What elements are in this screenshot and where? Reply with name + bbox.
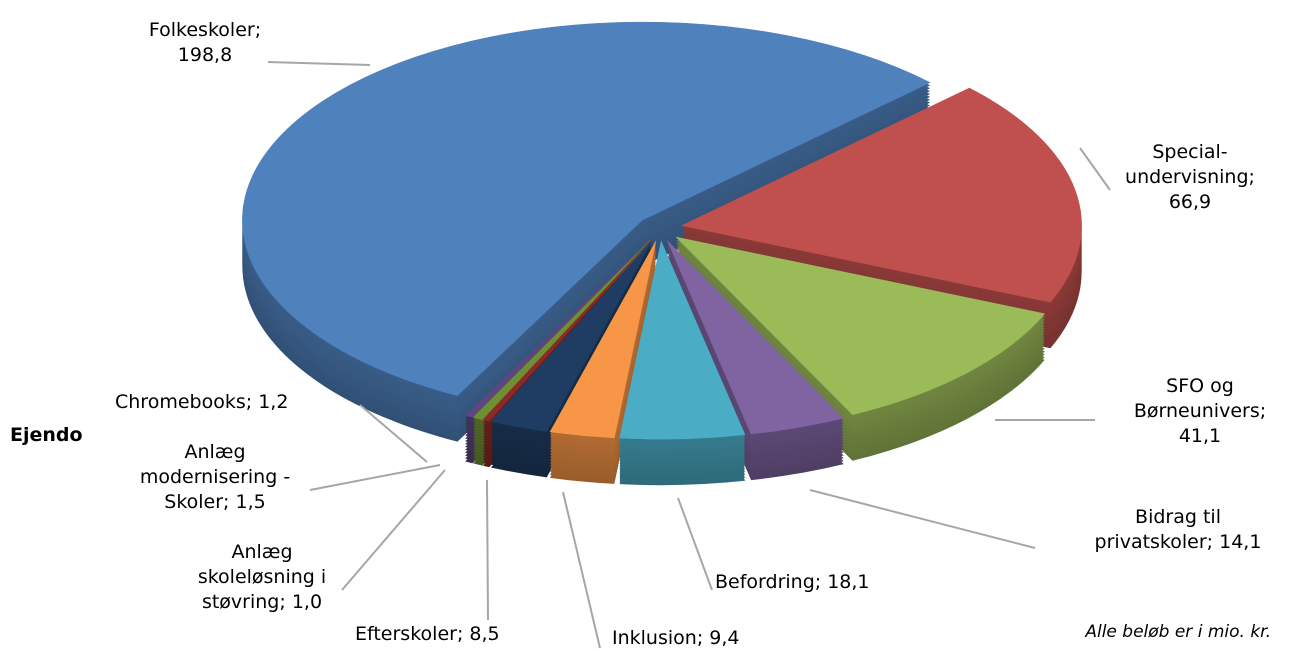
category-label: Chromebooks; [115, 391, 253, 413]
category-label: SFO og Børneunivers; [1133, 375, 1267, 422]
data-label: Bidrag til privatskoler; 14,1 [1076, 505, 1281, 555]
slice-top [482, 239, 652, 422]
data-label: Special-undervisning; 66,9 [1110, 140, 1270, 215]
category-label: Bidrag til privatskoler; [1094, 506, 1221, 553]
slice-top [464, 239, 651, 418]
value-label: 1,2 [258, 391, 289, 413]
slice-top [549, 240, 657, 439]
data-label: Efterskoler; 8,5 [355, 622, 500, 647]
leader-line [267, 61, 371, 66]
value-label: 1,5 [235, 491, 266, 513]
value-label: 18,1 [827, 571, 870, 593]
leader-line [1079, 147, 1111, 191]
data-label: Befordring; 18,1 [715, 570, 870, 595]
slice-top [619, 240, 746, 440]
value-label: 1,0 [291, 591, 323, 613]
slice-top [666, 240, 845, 435]
slice [549, 240, 657, 484]
category-label: Befordring; [715, 571, 822, 593]
slice [666, 240, 845, 481]
slice-top [675, 236, 1046, 416]
slice [242, 21, 931, 442]
slice [675, 236, 1046, 461]
leader-line [486, 479, 489, 621]
leader-line [677, 497, 713, 591]
leader-line [359, 404, 428, 463]
category-label: Anlæg skoleløsning i støvring; [197, 541, 327, 613]
value-label: 66,9 [1168, 191, 1212, 213]
category-label: Anlæg modernisering - Skoler; [139, 441, 291, 513]
category-label: Efterskoler; [355, 623, 464, 645]
data-label: Inklusion; 9,4 [612, 626, 739, 651]
slice-top [242, 21, 931, 396]
data-label: SFO og Børneunivers; 41,1 [1120, 374, 1280, 449]
value-label: 8,5 [469, 623, 500, 645]
leader-line [562, 491, 601, 649]
side-text: Ejendo [10, 424, 83, 446]
note: Alle beløb er i mio. kr. [1085, 622, 1271, 642]
leader-line [341, 469, 446, 591]
leader-line [309, 464, 441, 491]
data-label: Anlæg skoleløsning i støvring; 1,0 [187, 540, 337, 615]
category-label: Special-undervisning; [1125, 141, 1255, 188]
slice [680, 87, 1082, 349]
slice [619, 240, 746, 486]
category-label: Inklusion; [612, 627, 704, 649]
leader-line [809, 489, 1036, 549]
value-label: 41,1 [1178, 425, 1222, 447]
data-label: Chromebooks; 1,2 [115, 390, 288, 415]
data-label: Anlæg modernisering - Skoler; 1,5 [120, 440, 310, 515]
value-label: 14,1 [1219, 531, 1262, 553]
value-label: 198,8 [177, 44, 233, 66]
slice-top [680, 87, 1082, 303]
slice-top [472, 239, 651, 420]
data-label: Folkeskoler; 198,8 [130, 18, 280, 68]
value-label: 9,4 [709, 627, 740, 649]
category-label: Folkeskoler; [148, 19, 262, 41]
slice-top [490, 240, 653, 432]
